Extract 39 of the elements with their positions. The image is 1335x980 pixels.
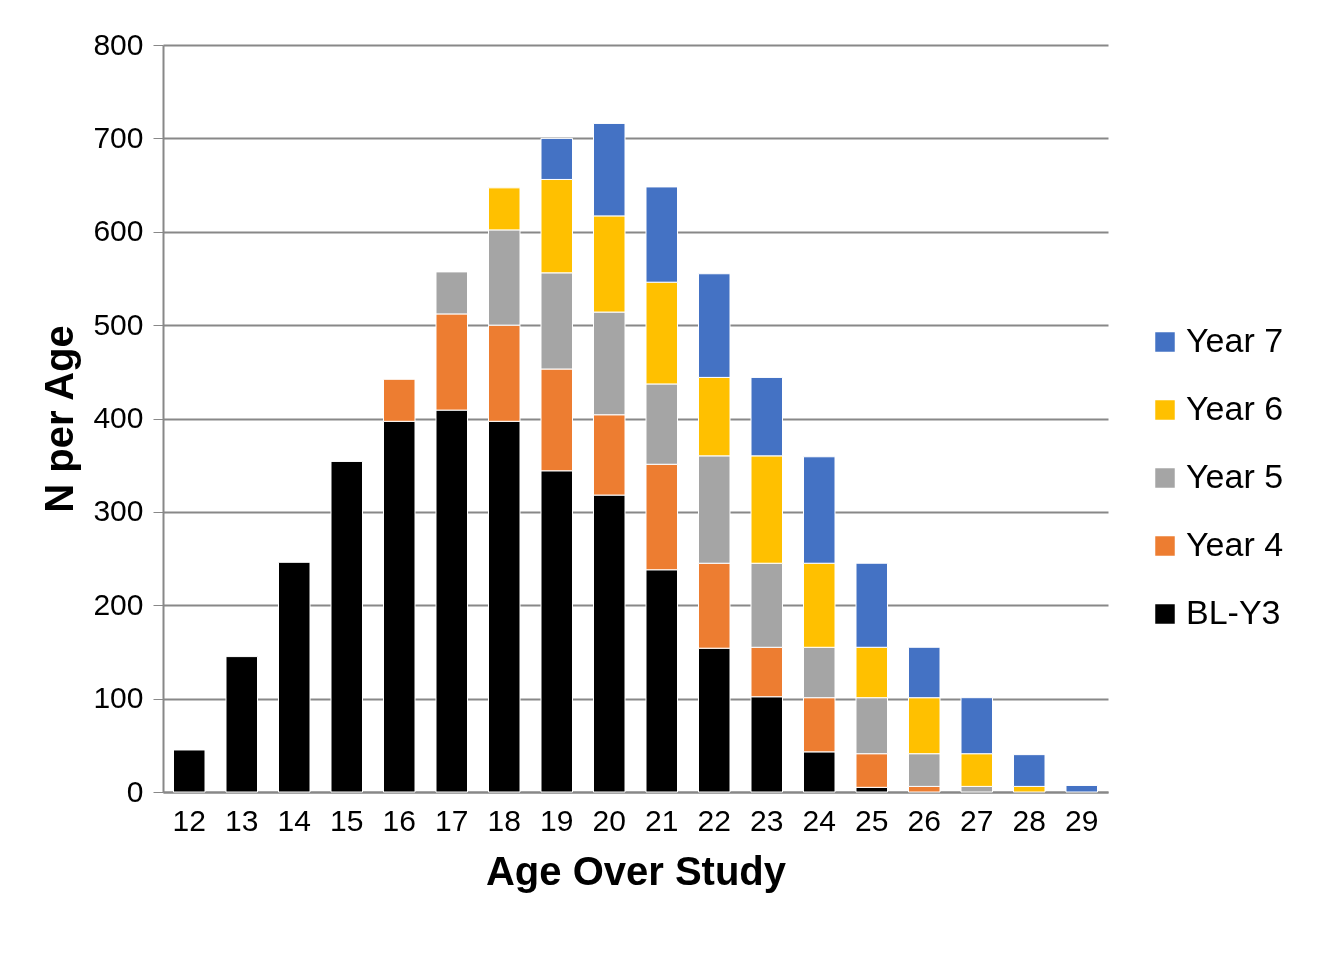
x-tick-label: 20 [592,803,626,837]
x-tick-label: 27 [960,803,994,837]
y-tick-label: 300 [93,494,144,528]
y-tick-label: 100 [93,681,144,715]
x-tick-label: 16 [382,803,416,837]
y-tick-label: 700 [93,120,144,154]
bar [278,561,311,793]
x-tick-label: 18 [487,803,521,837]
x-tick-label: 22 [697,803,731,837]
y-tick-label: 400 [93,401,144,434]
y-tick-label: 0 [126,774,144,808]
x-tick-label: 21 [645,803,679,837]
legend-label: Year 5 [1186,457,1284,495]
x-tick-label: 14 [277,803,311,837]
x-tick-label: 17 [435,803,469,837]
x-tick-label: 13 [225,803,259,837]
x-tick-label: 28 [1012,803,1046,837]
y-axis-title: N per Age [37,325,82,513]
x-tick-label: 25 [855,803,889,837]
x-tick-label: 12 [172,803,206,837]
x-axis-title: Age Over Study [485,848,787,893]
legend-label: BL-Y3 [1186,593,1281,631]
x-tick-label: 19 [540,803,574,837]
x-tick-label: 29 [1065,803,1099,837]
y-tick-label: 800 [93,27,144,61]
bar [225,656,258,793]
bar [173,749,206,793]
x-tick-label: 15 [330,803,364,837]
bar [1065,784,1098,793]
x-tick-label: 24 [802,803,836,837]
bar [330,460,363,793]
legend-label: Year 4 [1186,525,1284,563]
y-tick-label: 600 [93,214,144,248]
x-tick-label: 26 [907,803,941,837]
y-tick-label: 200 [93,587,144,621]
y-tick-label: 500 [93,307,144,341]
legend-label: Year 7 [1186,321,1284,359]
x-tick-label: 23 [750,803,784,837]
legend-label: Year 6 [1186,389,1284,427]
